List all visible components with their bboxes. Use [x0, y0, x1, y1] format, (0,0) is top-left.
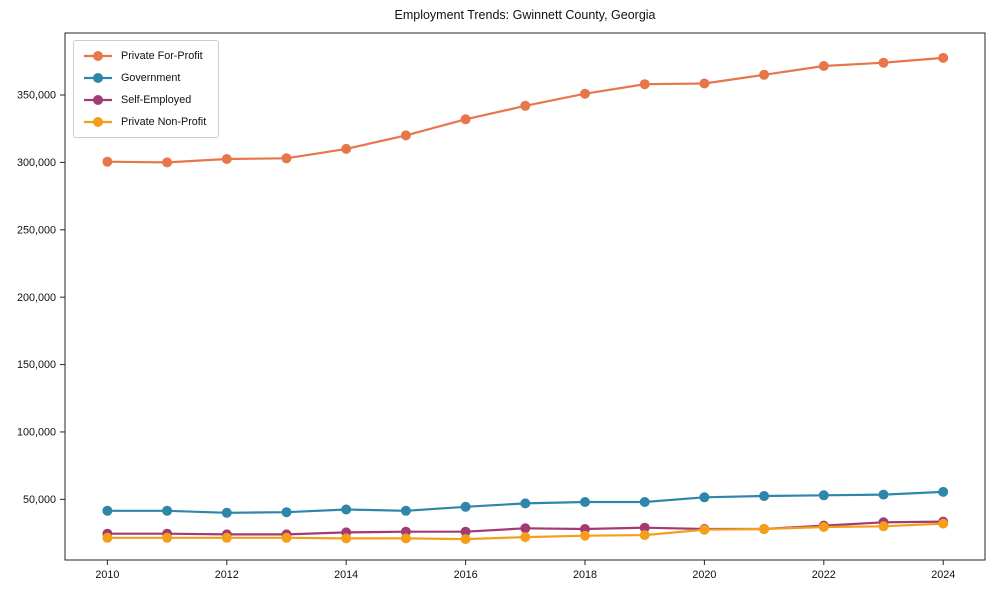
- data-point-private-non-profit: [818, 522, 829, 532]
- data-point-private-non-profit: [699, 524, 710, 535]
- data-point-private-non-profit: [281, 532, 292, 543]
- data-point-private-for-profit: [759, 69, 770, 80]
- data-point-self-employed: [639, 522, 650, 533]
- data-point-private-non-profit: [580, 530, 590, 541]
- data-point-private-for-profit: [460, 114, 471, 125]
- data-point-self-employed: [520, 523, 531, 534]
- data-point-private-for-profit: [938, 52, 949, 63]
- legend-item-self-employed: Self-Employed: [83, 92, 206, 108]
- data-point-private-for-profit: [699, 78, 710, 89]
- data-point-government: [162, 505, 173, 516]
- legend: Private For-Profit Government Self-Employe…: [73, 40, 220, 138]
- data-point-private-for-profit: [818, 61, 829, 71]
- legend-marker-icon: [84, 51, 112, 61]
- data-point-private-for-profit: [580, 88, 590, 99]
- y-tick-label: 300,000: [17, 157, 56, 169]
- data-point-private-non-profit: [162, 532, 173, 543]
- data-point-private-for-profit: [221, 154, 232, 164]
- data-point-government: [102, 505, 113, 516]
- legend-label: Private For-Profit: [121, 50, 203, 62]
- x-tick-label: 2010: [95, 569, 119, 581]
- data-point-government: [400, 505, 411, 516]
- data-point-government: [759, 491, 770, 501]
- y-tick-label: 200,000: [17, 292, 56, 304]
- y-tick-label: 250,000: [17, 224, 56, 236]
- legend-item-government: Government: [83, 70, 206, 86]
- data-point-private-non-profit: [878, 521, 889, 532]
- data-point-government: [460, 501, 471, 512]
- data-point-private-for-profit: [281, 153, 292, 164]
- data-point-government: [878, 489, 889, 500]
- data-point-private-non-profit: [520, 532, 531, 543]
- data-point-private-non-profit: [460, 534, 471, 545]
- data-point-private-non-profit: [639, 530, 650, 541]
- legend-marker-icon: [84, 117, 112, 127]
- x-tick-label: 2016: [454, 569, 478, 581]
- legend-label: Government: [121, 72, 181, 84]
- legend-label: Self-Employed: [121, 94, 192, 106]
- data-point-private-for-profit: [639, 79, 650, 90]
- legend-label: Private Non-Profit: [121, 116, 207, 128]
- data-point-government: [639, 497, 650, 507]
- data-point-private-non-profit: [759, 524, 770, 534]
- legend-item-private-non-profit: Private Non-Profit: [83, 114, 206, 130]
- data-point-private-non-profit: [102, 532, 113, 543]
- data-point-private-for-profit: [400, 130, 411, 141]
- data-point-government: [938, 486, 949, 497]
- data-point-private-for-profit: [102, 156, 113, 167]
- x-tick-label: 2018: [573, 569, 597, 581]
- data-point-private-for-profit: [162, 157, 173, 168]
- legend-marker-icon: [84, 73, 112, 83]
- y-tick-label: 100,000: [17, 427, 56, 439]
- data-point-private-for-profit: [520, 100, 531, 111]
- data-point-private-non-profit: [221, 532, 232, 543]
- data-point-private-non-profit: [341, 533, 352, 544]
- data-point-government: [699, 492, 710, 503]
- chart-title: Employment Trends: Gwinnett County, Geor…: [394, 8, 656, 22]
- legend-marker-icon: [84, 95, 112, 105]
- data-point-government: [520, 498, 531, 509]
- data-point-private-non-profit: [938, 518, 949, 529]
- x-tick-label: 2012: [215, 569, 239, 581]
- data-point-private-for-profit: [341, 143, 352, 154]
- y-tick-label: 150,000: [17, 359, 56, 371]
- y-tick-label: 50,000: [23, 494, 56, 506]
- x-tick-label: 2014: [334, 569, 358, 581]
- x-tick-label: 2022: [812, 569, 836, 581]
- data-point-private-non-profit: [400, 533, 411, 544]
- data-point-government: [221, 507, 232, 518]
- data-point-private-for-profit: [878, 57, 889, 68]
- x-tick-label: 2020: [692, 569, 716, 581]
- data-point-government: [818, 490, 829, 501]
- data-point-self-employed: [460, 526, 471, 537]
- y-tick-label: 350,000: [17, 90, 56, 102]
- data-point-government: [341, 504, 352, 515]
- data-point-government: [281, 507, 292, 518]
- legend-item-private-for-profit: Private For-Profit: [83, 48, 206, 64]
- data-point-government: [580, 497, 590, 507]
- x-tick-label: 2024: [931, 569, 955, 581]
- axes-frame: [64, 32, 986, 561]
